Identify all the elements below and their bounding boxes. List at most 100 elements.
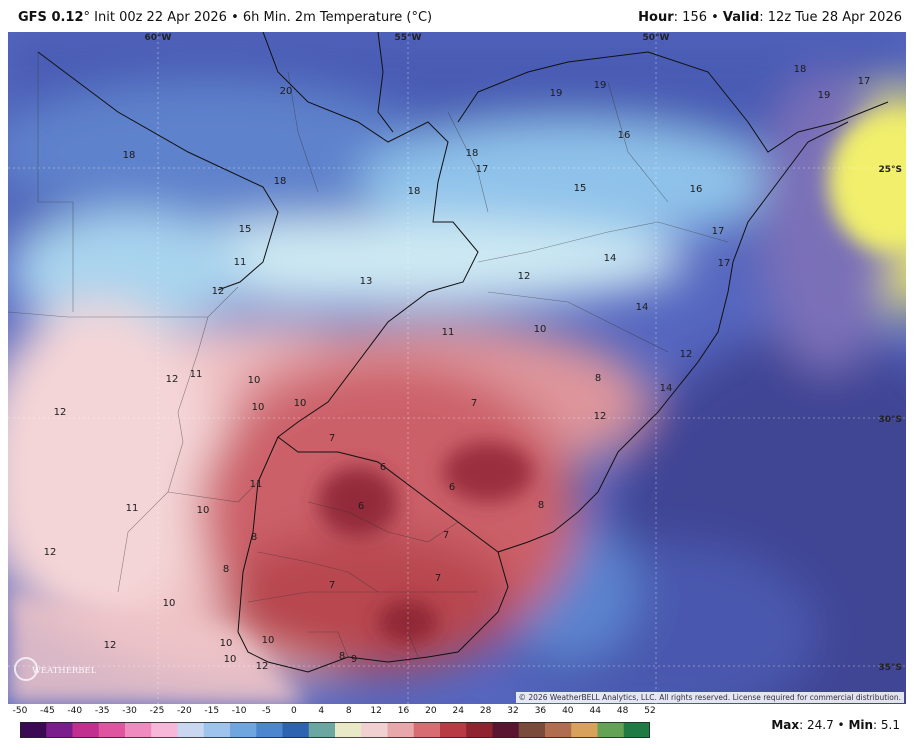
temp-label: 17	[476, 164, 489, 175]
scale-swatch	[72, 722, 100, 738]
temp-label: 8	[595, 373, 601, 384]
scale-swatch	[545, 722, 572, 738]
temp-label: 15	[574, 183, 587, 194]
lon-label: 50°W	[643, 33, 670, 43]
scale-tick-label: 4	[318, 706, 325, 716]
scale-swatch	[230, 722, 257, 738]
temp-label: 7	[329, 580, 335, 591]
scale-swatch	[597, 722, 625, 738]
scale-tick-label: 16	[397, 706, 410, 716]
temp-label: 12	[680, 349, 693, 360]
temp-label: 6	[380, 462, 386, 473]
temp-label: 7	[471, 398, 477, 409]
scale-tick-label: -10	[231, 706, 247, 716]
temp-label: 10	[262, 635, 275, 646]
scale-swatch	[308, 722, 336, 738]
temp-label: 8	[538, 500, 544, 511]
logo-mark: WEATHERBELL	[14, 657, 102, 681]
valid-label: Valid	[722, 10, 760, 25]
scale-tick-label: -15	[204, 706, 220, 716]
scale-tick-label: -30	[122, 706, 137, 716]
scale-tick-label: -35	[94, 706, 110, 716]
temp-label: 10	[163, 598, 176, 609]
scale-swatch	[203, 722, 231, 738]
scale-swatch	[256, 722, 284, 738]
scale-tick-label: 52	[644, 706, 656, 716]
temp-label: 19	[818, 90, 831, 101]
temp-label: 7	[329, 433, 335, 444]
lat-label: 25°S	[878, 165, 902, 175]
temp-label: 14	[660, 383, 673, 394]
temp-label: 7	[443, 530, 449, 541]
temp-label: 18	[123, 150, 136, 161]
color-scale: -50 -45 -40 -35 -30 -25 -20 -15 -10 -5 0 4 8 12 16 20 24…	[13, 706, 660, 746]
scale-tick-label: -50	[12, 706, 28, 716]
scale-swatch	[492, 722, 520, 738]
scale-swatch	[177, 722, 205, 738]
scale-bar	[20, 722, 650, 738]
scale-swatch	[623, 722, 650, 738]
scale-tick-label: 36	[534, 706, 547, 716]
scale-tick-label: 28	[479, 706, 492, 716]
model-name: GFS 0.12	[18, 10, 84, 25]
scale-tick-label: -20	[176, 706, 192, 716]
copyright-notice: © 2026 WeatherBELL Analytics, LLC. All r…	[515, 692, 904, 703]
scale-tick-label: 32	[507, 706, 519, 716]
min-label: Min	[848, 718, 874, 732]
scale-tick-label: 44	[589, 706, 601, 716]
scale-ticks: -50 -45 -40 -35 -30 -25 -20 -15 -10 -5 0 4 8 12 16 20 24…	[13, 706, 660, 720]
temp-label: 17	[712, 226, 725, 237]
lon-label: 55°W	[395, 33, 422, 43]
scale-tick-label: 40	[562, 706, 574, 716]
temp-label: 12	[104, 640, 117, 651]
valid-value: : 12z Tue 28 Apr 2026	[759, 10, 902, 25]
temp-label: 6	[449, 482, 455, 493]
scale-tick-label: -45	[40, 706, 55, 716]
temp-label: 10	[248, 375, 261, 386]
map-canvas: 60°W 55°W 50°W 25°S 30°S 35°S 20 18 18 1…	[8, 32, 906, 704]
temp-label: 12	[212, 286, 225, 297]
scale-swatch	[46, 722, 74, 738]
temp-label: 12	[166, 374, 179, 385]
temp-label: 18	[274, 176, 287, 187]
scale-swatch	[98, 722, 126, 738]
map-header: GFS 0.12° Init 00z 22 Apr 2026 • 6h Min.…	[0, 0, 914, 32]
temp-label: 11	[442, 327, 455, 338]
country-borders	[37, 32, 889, 673]
temp-label: 10	[224, 654, 237, 665]
scale-swatch	[440, 722, 467, 738]
lon-label: 60°W	[145, 33, 172, 43]
temp-label: 8	[339, 651, 345, 662]
temp-label: 19	[550, 88, 563, 99]
lat-label: 35°S	[878, 663, 902, 673]
scale-swatch	[361, 722, 389, 738]
temperature-map[interactable]: 60°W 55°W 50°W 25°S 30°S 35°S 20 18 18 1…	[8, 32, 906, 704]
temp-label: 11	[190, 369, 203, 380]
temp-label: 11	[250, 479, 263, 490]
temp-label: 9	[351, 654, 357, 665]
scale-tick-label: -5	[262, 706, 272, 716]
temp-label: 16	[618, 130, 631, 141]
temp-label: 12	[54, 407, 67, 418]
temp-label: 18	[794, 64, 807, 75]
scale-tick-label: 12	[370, 706, 382, 716]
scale-swatch	[125, 722, 152, 738]
scale-swatch	[387, 722, 415, 738]
hour-value: : 156 •	[673, 10, 723, 25]
temp-label: 17	[718, 258, 731, 269]
temp-label: 7	[435, 573, 441, 584]
scale-swatch	[282, 722, 310, 738]
scale-tick-label: 48	[616, 706, 629, 716]
temp-label: 13	[360, 276, 373, 287]
max-min-stats: Max: 24.7 • Min: 5.1	[771, 718, 900, 732]
temp-label: 14	[604, 253, 617, 264]
valid-time: Hour: 156 • Valid: 12z Tue 28 Apr 2026	[638, 10, 902, 25]
scale-swatch	[20, 722, 47, 738]
scale-swatch	[335, 722, 362, 738]
temp-label: 17	[858, 76, 871, 87]
scale-swatch	[518, 722, 546, 738]
logo-text: WEATHERBELL	[32, 666, 96, 676]
scale-tick-label: 24	[452, 706, 464, 716]
temp-label: 11	[234, 257, 247, 268]
scale-tick-label: -25	[149, 706, 165, 716]
